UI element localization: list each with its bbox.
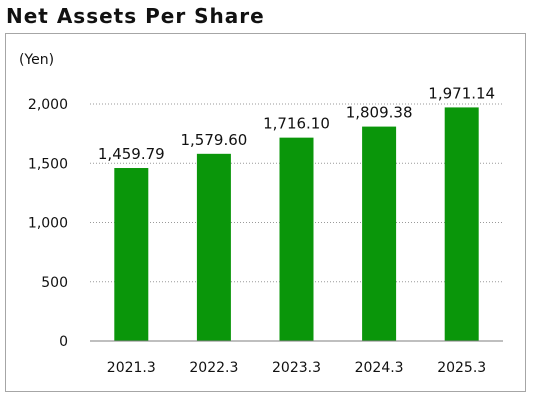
- data-label: 1,971.14: [428, 84, 495, 102]
- bars: [114, 107, 479, 341]
- x-tick-label: 2022.3: [189, 360, 238, 376]
- bar-2024.3: [362, 126, 397, 341]
- chart-frame: [5, 33, 526, 392]
- y-tick-label: 0: [59, 334, 68, 350]
- chart-title: Net Assets Per Share: [6, 4, 265, 28]
- x-tick-label: 2023.3: [272, 360, 321, 376]
- x-tick-label: 2021.3: [107, 360, 156, 376]
- data-label: 1,716.10: [263, 115, 330, 133]
- y-tick-label: 2,000: [28, 97, 68, 113]
- bar-2022.3: [196, 153, 231, 341]
- bar-2023.3: [279, 137, 314, 341]
- x-axis-ticks: 2021.3 2022.3 2023.3 2024.3 2025.3: [107, 360, 486, 376]
- x-tick-label: 2024.3: [355, 360, 404, 376]
- y-tick-label: 1,500: [28, 156, 68, 172]
- bar-2025.3: [444, 107, 479, 341]
- y-tick-label: 1,000: [28, 216, 68, 232]
- data-label: 1,809.38: [346, 104, 413, 122]
- y-tick-label: 500: [41, 275, 68, 291]
- data-label: 1,459.79: [98, 145, 165, 163]
- y-axis-ticks: 0 500 1,000 1,500 2,000: [28, 97, 68, 350]
- bar-2021.3: [114, 168, 149, 341]
- data-labels: 1,459.79 1,579.60 1,716.10 1,809.38 1,971.14: [98, 84, 495, 163]
- data-label: 1,579.60: [181, 131, 248, 149]
- y-axis-unit: (Yen): [19, 52, 54, 68]
- x-tick-label: 2025.3: [437, 360, 486, 376]
